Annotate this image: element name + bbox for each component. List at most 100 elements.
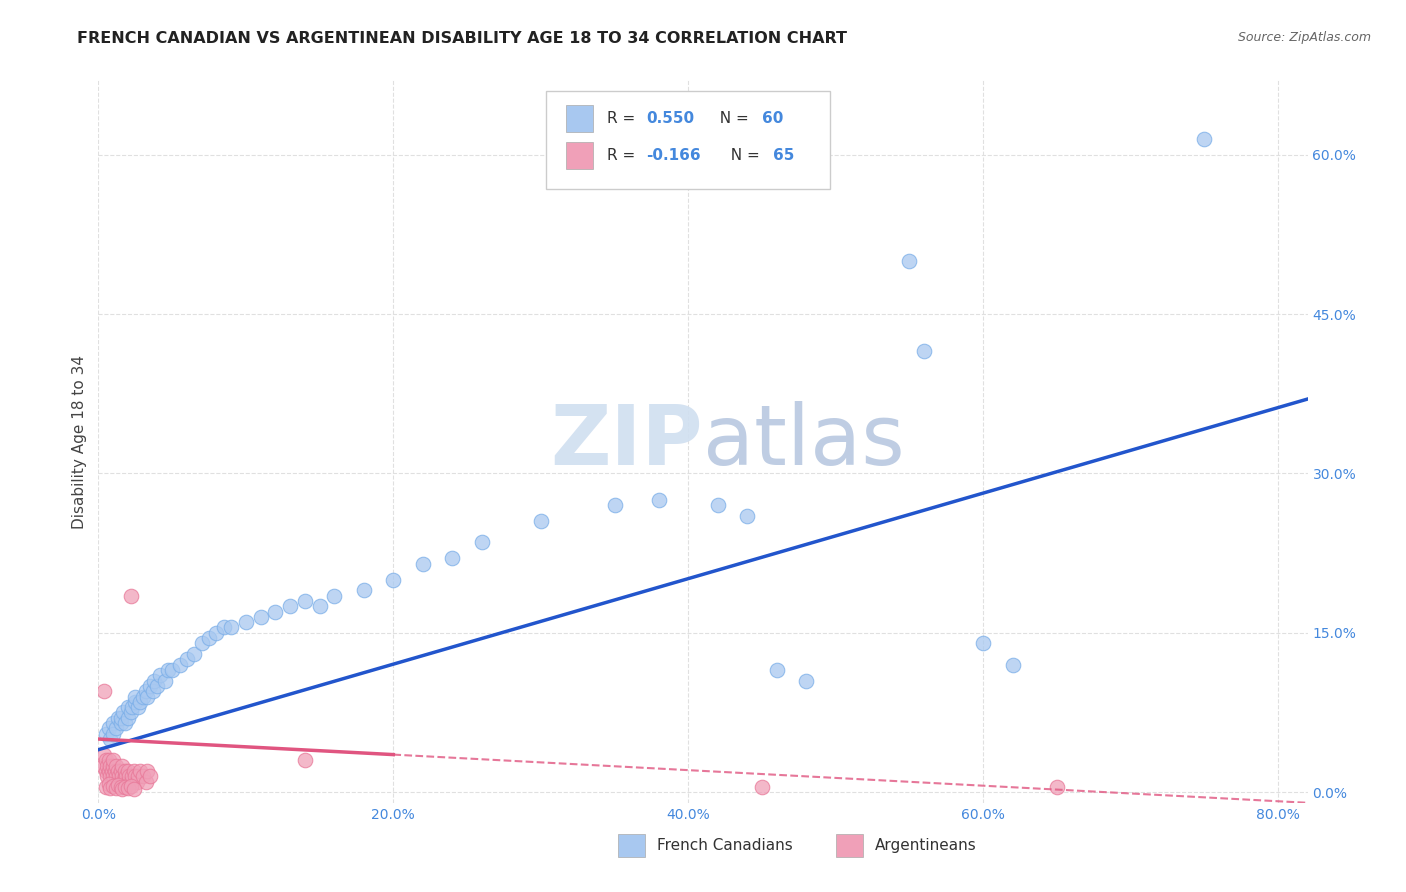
FancyBboxPatch shape bbox=[546, 91, 830, 189]
Text: Argentineans: Argentineans bbox=[875, 838, 976, 853]
Point bbox=[117, 700, 139, 714]
Point bbox=[117, 711, 139, 725]
Text: 65: 65 bbox=[773, 148, 794, 163]
Point bbox=[114, 780, 136, 794]
Point bbox=[278, 599, 301, 614]
Point bbox=[308, 599, 330, 614]
FancyBboxPatch shape bbox=[619, 834, 645, 857]
Point bbox=[98, 732, 121, 747]
Point bbox=[603, 498, 626, 512]
Point bbox=[412, 557, 434, 571]
Y-axis label: Disability Age 18 to 34: Disability Age 18 to 34 bbox=[72, 354, 87, 529]
Point bbox=[190, 636, 212, 650]
Point bbox=[98, 758, 121, 772]
FancyBboxPatch shape bbox=[567, 142, 593, 169]
Point bbox=[97, 722, 120, 736]
Point bbox=[249, 610, 271, 624]
Point bbox=[128, 695, 150, 709]
Point bbox=[219, 620, 242, 634]
Point bbox=[125, 774, 148, 789]
FancyBboxPatch shape bbox=[837, 834, 863, 857]
Point bbox=[97, 753, 120, 767]
Point bbox=[105, 780, 128, 795]
Point bbox=[96, 758, 118, 772]
Text: ZIP: ZIP bbox=[551, 401, 703, 482]
Text: R =: R = bbox=[607, 148, 641, 163]
Point bbox=[101, 779, 124, 793]
Point bbox=[120, 779, 142, 793]
Point bbox=[117, 774, 139, 789]
Point bbox=[323, 589, 346, 603]
Point bbox=[118, 769, 141, 783]
Point bbox=[105, 722, 128, 736]
Point bbox=[107, 764, 129, 778]
Point bbox=[93, 747, 115, 762]
Point bbox=[156, 663, 179, 677]
Point bbox=[112, 774, 135, 789]
Point bbox=[264, 605, 287, 619]
Point bbox=[97, 777, 120, 791]
Point bbox=[898, 254, 921, 268]
Point bbox=[114, 716, 136, 731]
Point bbox=[912, 344, 935, 359]
Point bbox=[1001, 657, 1024, 672]
Text: FRENCH CANADIAN VS ARGENTINEAN DISABILITY AGE 18 TO 34 CORRELATION CHART: FRENCH CANADIAN VS ARGENTINEAN DISABILIT… bbox=[77, 31, 848, 46]
Point bbox=[382, 573, 405, 587]
Text: French Canadians: French Canadians bbox=[657, 838, 793, 853]
Point bbox=[98, 780, 121, 795]
Point bbox=[183, 647, 205, 661]
Point bbox=[294, 594, 316, 608]
Point bbox=[294, 753, 316, 767]
Point bbox=[94, 727, 117, 741]
Point bbox=[94, 753, 117, 767]
Point bbox=[110, 716, 132, 731]
Point bbox=[735, 508, 758, 523]
Point bbox=[110, 711, 132, 725]
Point bbox=[441, 551, 464, 566]
Point bbox=[128, 764, 150, 778]
Point bbox=[94, 780, 117, 794]
Point bbox=[136, 764, 159, 778]
Point bbox=[105, 758, 128, 772]
Point bbox=[153, 673, 176, 688]
Point bbox=[160, 663, 183, 677]
Point bbox=[135, 774, 157, 789]
Point bbox=[124, 769, 146, 783]
Point bbox=[120, 589, 142, 603]
Point bbox=[107, 774, 129, 789]
Point bbox=[124, 695, 146, 709]
Point bbox=[110, 780, 132, 794]
Point bbox=[149, 668, 172, 682]
Point bbox=[122, 782, 145, 797]
Point bbox=[139, 679, 162, 693]
Point bbox=[135, 684, 157, 698]
Point bbox=[530, 514, 553, 528]
Point bbox=[136, 690, 159, 704]
Point bbox=[169, 657, 191, 672]
Point bbox=[212, 620, 235, 634]
Point bbox=[121, 700, 143, 714]
Point bbox=[143, 673, 166, 688]
Text: 60: 60 bbox=[762, 112, 783, 126]
Point bbox=[706, 498, 728, 512]
Point bbox=[112, 706, 135, 720]
Point bbox=[94, 764, 117, 778]
Text: -0.166: -0.166 bbox=[647, 148, 700, 163]
Point bbox=[115, 769, 138, 783]
Point bbox=[117, 780, 139, 795]
Text: 0.550: 0.550 bbox=[647, 112, 695, 126]
Point bbox=[114, 769, 136, 783]
Point bbox=[101, 727, 124, 741]
Point bbox=[111, 782, 134, 797]
Point bbox=[198, 631, 221, 645]
Point bbox=[751, 780, 773, 794]
Point bbox=[110, 764, 132, 778]
Text: R =: R = bbox=[607, 112, 641, 126]
Point bbox=[124, 690, 146, 704]
Point bbox=[104, 764, 127, 778]
Point bbox=[100, 764, 122, 778]
Point bbox=[205, 625, 228, 640]
Point bbox=[1194, 132, 1216, 146]
Point bbox=[101, 716, 124, 731]
Point bbox=[107, 711, 129, 725]
